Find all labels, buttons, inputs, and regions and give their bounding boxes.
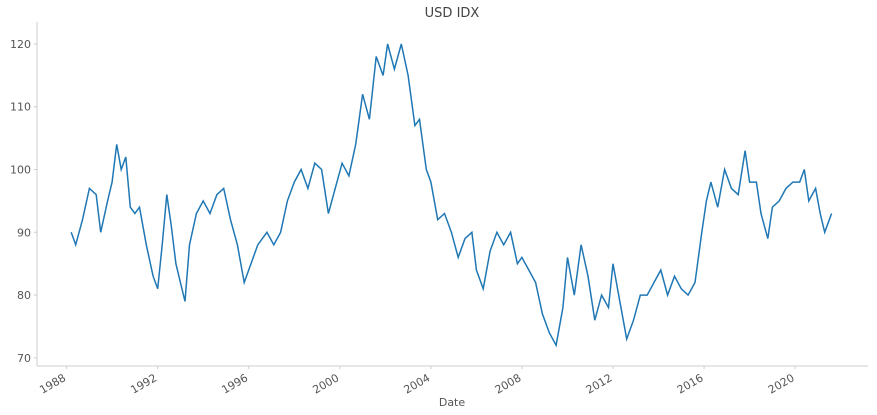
line [70, 43, 833, 348]
x-tick-label: 1996 [219, 371, 250, 396]
x-axis-label: Date [439, 396, 466, 409]
x-tick-label: 1988 [37, 371, 68, 396]
x-tick-label: 2020 [766, 371, 797, 396]
x-tick-label: 2008 [493, 371, 524, 396]
y-tick-label: 80 [17, 289, 31, 302]
x-tick-label: 2004 [402, 371, 433, 396]
y-tick-label: 110 [10, 101, 31, 114]
y-tick-label: 100 [10, 164, 31, 177]
x-tick-label: 2012 [584, 371, 615, 396]
x-tick-label: 1992 [128, 371, 159, 396]
y-tick-label: 120 [10, 38, 31, 51]
x-tick-label: 2000 [311, 371, 342, 396]
y-tick-label: 70 [17, 352, 31, 365]
x-tick-label: 2016 [675, 371, 706, 396]
y-tick-label: 90 [17, 226, 31, 239]
chart-title: USD IDX [425, 6, 480, 21]
